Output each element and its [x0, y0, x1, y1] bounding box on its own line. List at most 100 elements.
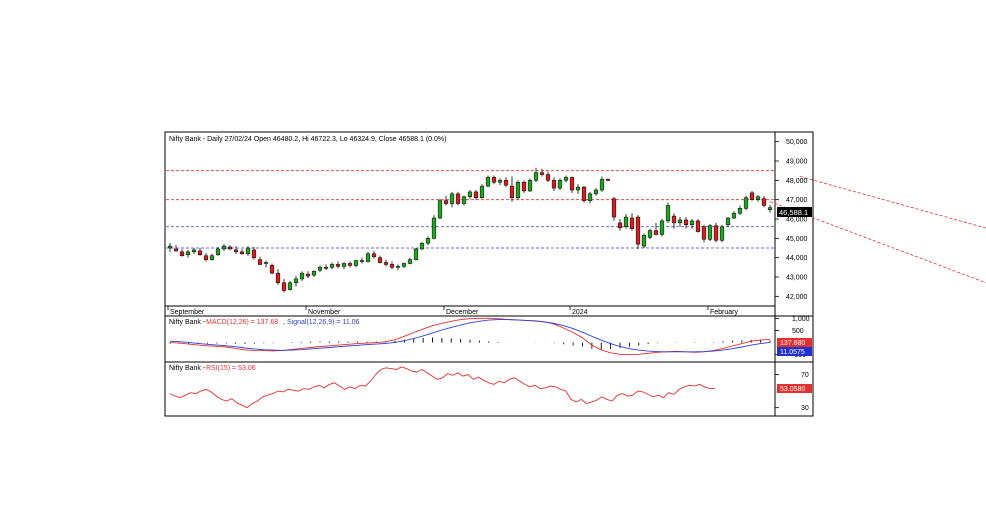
candlestick [743, 195, 749, 211]
candlestick [305, 271, 311, 278]
candle-body [701, 226, 707, 240]
candlestick [587, 191, 593, 204]
macd-value-label: 137.680 [780, 340, 805, 347]
candlestick [551, 177, 557, 191]
macd-legend-label: MACD(12,26) = 137.68 [206, 319, 278, 326]
rsi-panel-frame [164, 361, 814, 417]
candle-body [509, 185, 515, 198]
signal-legend-label: Signal(12,26,9) = 11.06 [287, 319, 360, 326]
candle-body [203, 255, 209, 260]
candle-body [641, 235, 647, 247]
candle-body [263, 262, 269, 264]
candle-body [707, 225, 713, 240]
candlestick [359, 257, 365, 264]
time-x-tick-label: November [308, 309, 341, 316]
candlestick [257, 256, 263, 266]
candlestick [245, 246, 251, 256]
rsi-panel-name: Nifty Bank - [169, 365, 206, 372]
candle-body [479, 185, 485, 198]
candle-body [695, 220, 701, 232]
candle-body [359, 260, 365, 262]
price-y-tick-label: 44,000 [786, 255, 808, 262]
last-price-label: 46,588.1 [779, 208, 808, 217]
candle-body [629, 217, 635, 229]
candlestick [761, 195, 767, 208]
candle-body [749, 192, 755, 200]
candle-body [413, 248, 419, 260]
candle-body [569, 177, 575, 191]
candle-body [575, 186, 581, 191]
candle-body [455, 193, 461, 204]
candlestick [581, 186, 587, 203]
candlestick [575, 184, 581, 194]
candlestick [221, 244, 227, 251]
candle-body [461, 196, 467, 204]
candlestick [515, 180, 521, 200]
candle-body [167, 245, 173, 249]
candlestick [647, 228, 653, 240]
candle-body [539, 172, 545, 175]
candle-body [197, 250, 203, 256]
candle-body [473, 191, 479, 198]
candlestick [269, 263, 275, 275]
candle-body [647, 230, 653, 238]
candlestick [767, 205, 773, 213]
candle-body [251, 249, 257, 258]
candlestick [197, 248, 203, 256]
candle-body [215, 248, 221, 256]
trend-channel-line [769, 201, 986, 284]
candlestick [347, 261, 353, 268]
candle-body [719, 226, 725, 241]
macd-y-tick-label: 1,000 [792, 316, 810, 323]
candle-body [587, 193, 593, 201]
candlestick [695, 219, 701, 233]
signal-value-badge [777, 347, 812, 356]
candle-body [257, 259, 263, 265]
candle-body [755, 196, 761, 200]
candlestick [389, 261, 395, 270]
signal-value-label: 11.0575 [780, 349, 805, 356]
candle-body [665, 205, 671, 222]
candle-body [713, 225, 719, 241]
candle-body [341, 263, 347, 267]
candlestick [419, 242, 425, 250]
candle-body [347, 263, 353, 266]
rsi-series-line [169, 366, 715, 409]
candlestick [725, 217, 731, 227]
candlestick [263, 260, 269, 268]
price-y-tick-label: 50,000 [786, 139, 808, 146]
candlestick [503, 177, 509, 188]
candlestick [167, 243, 173, 252]
candle-body [743, 197, 749, 209]
candle-body [329, 264, 335, 268]
price-y-tick-label: 46,000 [786, 217, 808, 224]
candlestick [407, 257, 413, 265]
price-y-tick-label: 48,000 [786, 178, 808, 185]
candle-body [443, 200, 449, 204]
candle-body [551, 180, 557, 189]
candle-body [725, 217, 731, 226]
price-y-tick-label: 42,000 [786, 294, 808, 301]
candlestick [719, 224, 725, 243]
candlestick [329, 262, 335, 270]
candlestick [557, 178, 563, 190]
candlestick [545, 171, 551, 183]
rsi-legend-label: RSI(15) = 53.06 [206, 365, 256, 372]
candlestick [455, 191, 461, 206]
candlestick [437, 198, 443, 219]
candle-body [635, 216, 641, 245]
candlestick [749, 190, 755, 201]
candle-body [335, 264, 341, 267]
candle-body [617, 222, 623, 228]
candle-body [185, 251, 191, 256]
candlestick [683, 217, 689, 229]
candlestick [641, 233, 647, 248]
candlestick [755, 194, 761, 202]
candlestick [311, 270, 317, 277]
candlestick [203, 252, 209, 262]
candle-body [683, 219, 689, 226]
candlestick [479, 184, 485, 199]
candlestick [509, 176, 515, 202]
candlestick [659, 219, 665, 237]
